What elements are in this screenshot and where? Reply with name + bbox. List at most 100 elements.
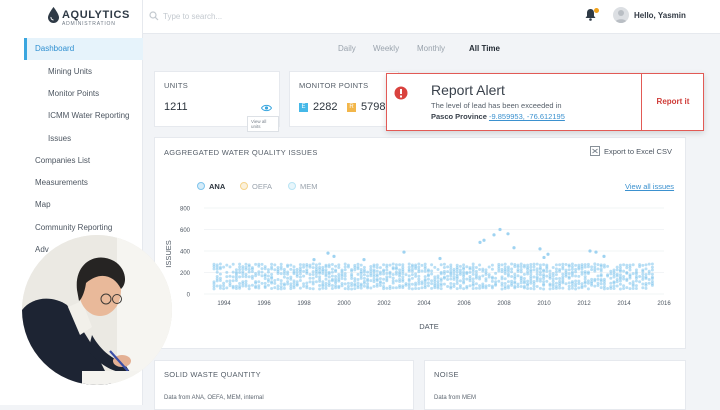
data-point xyxy=(446,278,450,282)
tab-daily[interactable]: Daily xyxy=(338,44,356,53)
data-point xyxy=(378,280,382,284)
data-point xyxy=(215,277,219,281)
sidebar-item-companies-list[interactable]: Companies List xyxy=(35,156,91,165)
data-point xyxy=(241,265,245,269)
tab-all-time[interactable]: All Time xyxy=(469,44,500,53)
data-point xyxy=(567,281,571,285)
data-point xyxy=(574,284,578,288)
data-point xyxy=(222,284,226,288)
data-point xyxy=(513,280,517,284)
data-point xyxy=(286,272,290,276)
data-point xyxy=(263,284,267,288)
data-point xyxy=(314,268,318,272)
data-point xyxy=(369,267,373,271)
sidebar-item-advanced[interactable]: Adv xyxy=(35,245,49,254)
report-it-button[interactable]: Report it xyxy=(656,97,690,106)
data-point xyxy=(500,283,504,287)
excel-export-icon[interactable] xyxy=(590,146,600,156)
data-point xyxy=(644,282,648,286)
data-point xyxy=(231,284,235,288)
data-point xyxy=(526,272,530,276)
data-point xyxy=(324,270,328,274)
data-point xyxy=(570,286,574,290)
data-point xyxy=(308,276,312,280)
alert-location: Pasco Province -9.859953, -76.612195 xyxy=(431,112,565,121)
data-point xyxy=(231,270,235,274)
data-point xyxy=(545,263,549,267)
data-point xyxy=(561,265,565,269)
data-point xyxy=(532,279,536,283)
data-point xyxy=(529,287,533,291)
data-point xyxy=(612,270,616,274)
data-point xyxy=(650,262,654,266)
sidebar-item-monitor-points[interactable]: Monitor Points xyxy=(48,89,100,98)
data-point xyxy=(311,266,315,270)
search-input[interactable] xyxy=(163,9,343,23)
sidebar-item-dashboard[interactable]: Dashboard xyxy=(24,38,143,60)
data-point xyxy=(478,263,482,267)
data-point xyxy=(305,268,309,272)
data-point xyxy=(375,263,379,267)
data-point xyxy=(567,272,571,276)
data-point xyxy=(535,275,539,279)
data-point xyxy=(484,273,488,277)
data-point xyxy=(404,282,408,286)
user-greeting[interactable]: Hello, Yasmin xyxy=(634,11,686,20)
data-point xyxy=(218,262,222,266)
alert-coordinates-link[interactable]: -9.859953, -76.612195 xyxy=(488,112,565,121)
data-point xyxy=(263,281,267,285)
data-point xyxy=(586,281,590,285)
data-point xyxy=(410,282,414,286)
data-point xyxy=(430,279,434,283)
tab-weekly[interactable]: Weekly xyxy=(373,44,400,53)
data-point xyxy=(570,284,574,288)
data-point xyxy=(327,275,331,279)
sidebar-item-mining-units[interactable]: Mining Units xyxy=(48,67,93,76)
data-point xyxy=(438,256,442,261)
data-point xyxy=(407,277,411,281)
tab-monthly[interactable]: Monthly xyxy=(417,44,446,53)
sidebar-item-community-reporting[interactable]: Community Reporting xyxy=(35,223,113,232)
data-point xyxy=(282,267,286,271)
data-point xyxy=(302,274,306,278)
person-photo xyxy=(22,235,172,385)
data-point xyxy=(554,281,558,285)
sidebar-item-map[interactable]: Map xyxy=(35,200,51,209)
sidebar-item-measurements[interactable]: Measurements xyxy=(35,178,88,187)
view-all-issues-link[interactable]: View all issues xyxy=(625,182,675,191)
sidebar-item-issues[interactable]: Issues xyxy=(48,134,72,143)
data-point xyxy=(618,282,622,286)
data-point xyxy=(471,286,475,290)
data-point xyxy=(212,282,216,286)
data-point xyxy=(330,262,334,266)
brand-logo[interactable]: AQULYTICS ADMINISTRATION xyxy=(48,7,138,29)
data-point xyxy=(407,282,411,286)
data-point xyxy=(612,268,616,272)
data-point xyxy=(481,267,485,271)
data-point xyxy=(519,270,523,274)
data-point xyxy=(526,263,530,267)
data-point xyxy=(481,282,485,286)
notification-bell-icon[interactable] xyxy=(585,8,596,21)
data-point xyxy=(526,287,530,291)
eye-icon[interactable] xyxy=(261,104,272,112)
export-csv-button[interactable]: Export to Excel CSV xyxy=(604,147,672,156)
data-point xyxy=(468,277,472,281)
data-point xyxy=(362,265,366,269)
data-point xyxy=(458,286,462,290)
data-point xyxy=(558,286,562,290)
legend-mem[interactable]: MEM xyxy=(288,182,318,191)
user-avatar[interactable] xyxy=(613,7,629,23)
sidebar-item-icmm-water-reporting[interactable]: ICMM Water Reporting xyxy=(48,111,130,120)
data-point xyxy=(343,265,347,269)
data-point xyxy=(455,287,459,291)
data-point xyxy=(564,282,568,286)
legend-ana[interactable]: ANA xyxy=(197,182,225,191)
data-point xyxy=(366,282,370,286)
y-axis-label: ISSUES xyxy=(164,240,173,268)
legend-oefa[interactable]: OEFA xyxy=(240,182,272,191)
data-point xyxy=(257,262,261,266)
data-point xyxy=(282,286,286,290)
data-point xyxy=(378,272,382,276)
data-point xyxy=(436,274,440,278)
